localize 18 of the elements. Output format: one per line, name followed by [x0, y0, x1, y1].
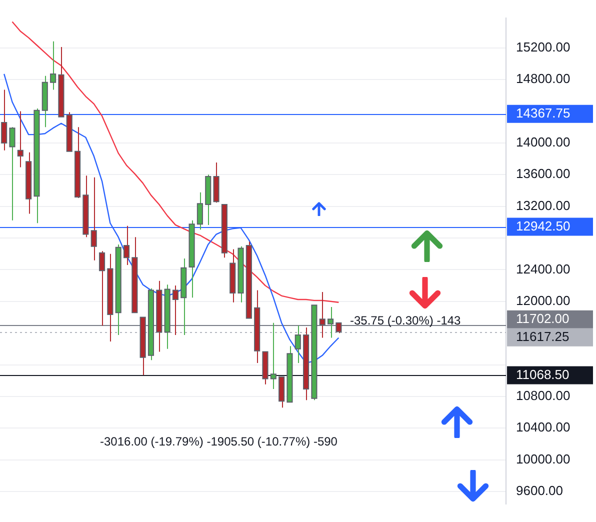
- ref-line-label: 12942.50: [516, 218, 570, 234]
- y-tick-label: 10800.00: [516, 388, 570, 404]
- y-tick-label: 13600.00: [516, 166, 570, 182]
- annotation: -35.75 (-0.30%) -143: [350, 313, 462, 328]
- y-tick-label: 9600.00: [516, 483, 563, 498]
- ref-line-label: 11702.00: [516, 310, 570, 326]
- y-tick-label: 10400.00: [516, 420, 570, 435]
- annotation: -3016.00 (-19.79%) -1905.50 (-10.77%) -590: [100, 434, 338, 448]
- y-tick-label: 14000.00: [516, 134, 570, 150]
- ref-line-label: 11617.25: [516, 328, 570, 344]
- y-tick-label: 14800.00: [516, 71, 570, 86]
- ref-line-label: 14367.75: [516, 105, 570, 120]
- ref-line-label: 11068.50: [516, 366, 570, 382]
- y-tick-label: 13200.00: [516, 198, 570, 213]
- y-tick-label: 10000.00: [516, 451, 570, 466]
- y-tick-label: 12400.00: [516, 261, 570, 276]
- y-tick-label: 15200.00: [516, 39, 570, 54]
- y-tick-label: 12000.00: [516, 292, 570, 308]
